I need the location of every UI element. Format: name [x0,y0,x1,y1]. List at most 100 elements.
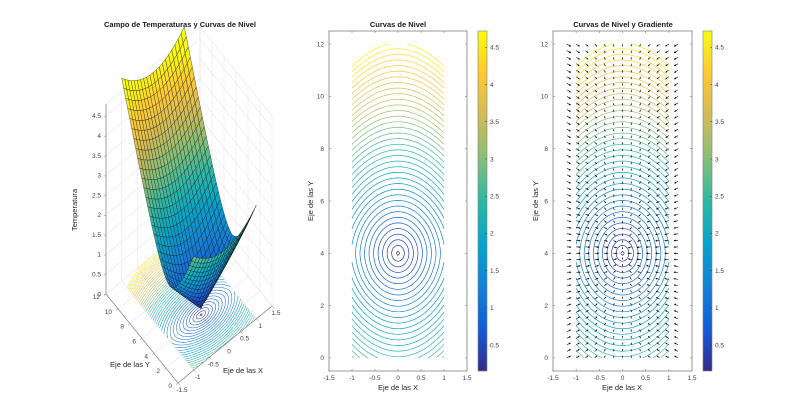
gradient-arrow [621,96,624,99]
gradient-arrow [655,271,660,274]
surface-z-tick-mark [103,254,107,256]
gradient-arrow [594,342,598,345]
gradient-arrow [576,194,581,197]
gradient-arrow [630,200,633,204]
gradient-arrow [594,277,599,280]
gradient-arrow [612,213,615,217]
gradient-arrow [612,148,615,152]
surface-z-tick-mark [103,214,107,217]
gradient-contour-line [575,166,670,341]
surface-gridline [141,71,237,339]
gradient-arrow [585,161,589,165]
gradient-arrow [566,336,571,339]
gradient-arrow [630,187,633,191]
surface-y-tick-mark [151,353,155,356]
gradient-arrow [673,83,679,86]
colorbar-tick-label: 3 [715,156,719,163]
gradient-arrow [585,122,589,125]
gradient-arrow [612,89,615,93]
gradient-arrow [665,187,669,190]
gradient-arrow [621,322,624,326]
gradient-arrow [674,168,679,171]
gradient-arrow [612,174,615,178]
gradient-arrow [673,213,679,216]
gradient-arrow [585,207,590,210]
gradient-arrow [585,148,589,152]
gradient-arrow [664,303,669,306]
gradient-arrow [585,115,589,119]
gradient-arrow [665,349,669,352]
gradient-arrow [612,44,615,47]
gradient-arrow [594,102,597,106]
gradient-arrow [603,296,607,300]
gradient-ticks: -1.5 -1 -0.5 0 0.5 1 1.5 0 2 4 6 8 10 12 [541,31,697,382]
gradient-arrow [621,102,624,106]
gradient-arrow [655,297,660,300]
gradient-arrow [594,348,598,352]
gradient-arrow [594,70,598,73]
gradient-arrow [585,43,589,47]
surface-mesh [121,26,257,310]
gradient-arrow [612,115,615,119]
contour-line [351,65,445,89]
gradient-arrow [576,220,581,223]
gradient-arrow [594,329,598,332]
gradient-arrow [621,174,624,178]
gradient-arrow [656,187,660,191]
gradient-arrow [656,128,660,132]
gradient-arrow [585,336,589,339]
gradient-arrow [673,233,679,236]
gradient-arrow [639,96,642,99]
gradient-arrow [612,181,615,184]
gradient-arrow [664,220,669,223]
gradient-arrow [594,297,598,300]
gradient-contour-line [611,239,634,268]
gradient-title: Curvas de Nivel y Gradiente [573,20,673,29]
gradient-arrow [673,200,679,203]
gradient-arrow [612,322,615,326]
gradient-arrow [630,57,633,60]
gradient-arrow [621,355,624,358]
gradient-arrow [630,89,633,93]
gradient-arrow [656,69,660,73]
gradient-arrow [585,200,589,203]
surface-z-tick-mark [103,273,107,276]
gradient-arrow [646,220,651,223]
gradient-arrow [621,342,624,345]
contour-line [377,228,419,279]
gradient-arrow [630,335,633,339]
gradient-arrow [576,56,580,60]
gradient-arrow [665,50,669,54]
gradient-arrow [673,96,679,99]
gradient-arrow [566,102,572,106]
gradient-arrow [566,329,572,333]
gradient-arrow [594,148,598,152]
gradient-arrow [630,44,633,47]
gradient-arrow [647,181,651,184]
gradient-arrow [656,355,660,359]
gradient-arrow [656,329,660,333]
gradient-arrow [655,265,660,267]
contour-ticks: -1.5 -1 -0.5 0 0.5 1 1.5 0 2 4 6 8 10 12 [317,31,472,382]
gradient-arrow [647,57,651,60]
gradient-arrow [630,122,633,126]
gradient-arrow [647,329,651,332]
gradient-arrow [665,355,669,359]
gradient-arrow [639,128,642,132]
surface-z-tick-label: 1.5 [92,232,101,239]
gradient-arrow [566,233,572,236]
surface-title: Campo de Temperaturas y Curvas de Nivel [104,20,256,29]
gradient-arrow [639,109,642,113]
gradient-arrow [594,50,598,54]
gradient-arrow [656,148,660,152]
gradient-arrow [612,161,615,165]
surface-x-tick-label: 0 [227,349,231,356]
gradient-arrow [576,336,580,339]
gradient-arrow [656,115,660,119]
gradient-arrow [647,194,651,197]
gradient-arrow [612,70,615,73]
gradient-arrow [656,122,660,125]
gradient-arrow [594,252,600,255]
gradient-arrow [639,43,642,47]
gradient-arrow [603,135,606,139]
